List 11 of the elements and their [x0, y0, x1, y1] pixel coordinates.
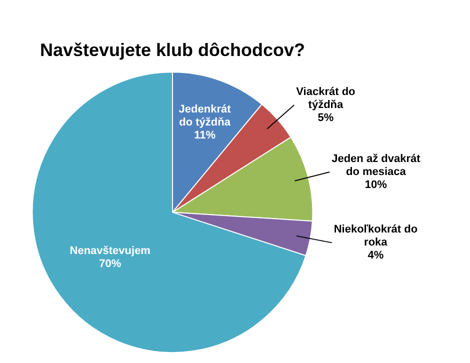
slice-label: Niekoľkokrát do roka: [334, 224, 418, 249]
slice-label: Viackrát do týždňa: [296, 86, 356, 112]
data-label: 10%: [364, 178, 388, 191]
slice-label: Nenavštevujem: [70, 245, 151, 258]
chart-title: Navštevujete klub dôchodcov?: [40, 40, 306, 60]
slice-label: Jeden až dvakrát do mesiaca: [332, 152, 421, 178]
data-label: 70%: [99, 258, 122, 270]
data-label: 4%: [368, 250, 384, 262]
slice-label: Jedenkrát do týždňa: [178, 104, 232, 129]
data-label: 11%: [194, 130, 216, 142]
data-label: 5%: [318, 112, 334, 124]
